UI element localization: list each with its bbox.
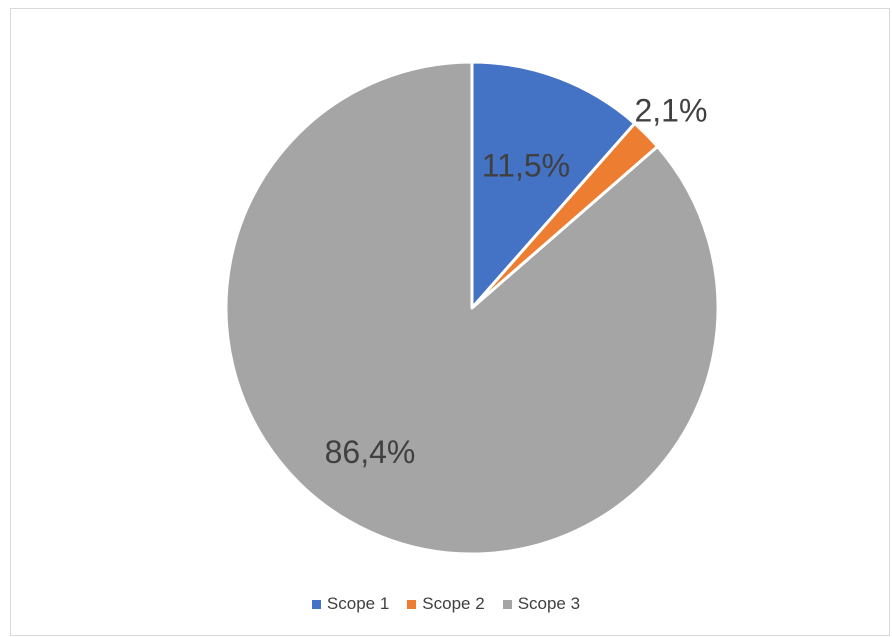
pie-data-labels: 11,5% 2,1% 86,4% — [325, 92, 708, 470]
pie-slice-scope-3[interactable] — [224, 60, 720, 556]
legend: Scope 1 Scope 2 Scope 3 — [0, 594, 892, 614]
data-label-scope-2: 2,1% — [634, 92, 707, 128]
pie-slice-scope-1[interactable] — [470, 60, 637, 310]
data-label-scope-3: 86,4% — [325, 434, 416, 470]
legend-item-scope-2[interactable]: Scope 2 — [407, 594, 485, 614]
pie-slices — [224, 60, 720, 556]
data-label-scope-1: 11,5% — [482, 147, 570, 183]
legend-label-scope-3: Scope 3 — [517, 594, 581, 613]
legend-label-scope-1: Scope 1 — [326, 594, 390, 613]
legend-swatch-scope-3 — [502, 599, 512, 609]
legend-swatch-scope-2 — [407, 599, 417, 609]
legend-swatch-scope-1 — [311, 599, 321, 609]
legend-item-scope-1[interactable]: Scope 1 — [311, 594, 390, 614]
legend-label-scope-2: Scope 2 — [422, 594, 485, 613]
legend-item-scope-3[interactable]: Scope 3 — [502, 594, 581, 614]
